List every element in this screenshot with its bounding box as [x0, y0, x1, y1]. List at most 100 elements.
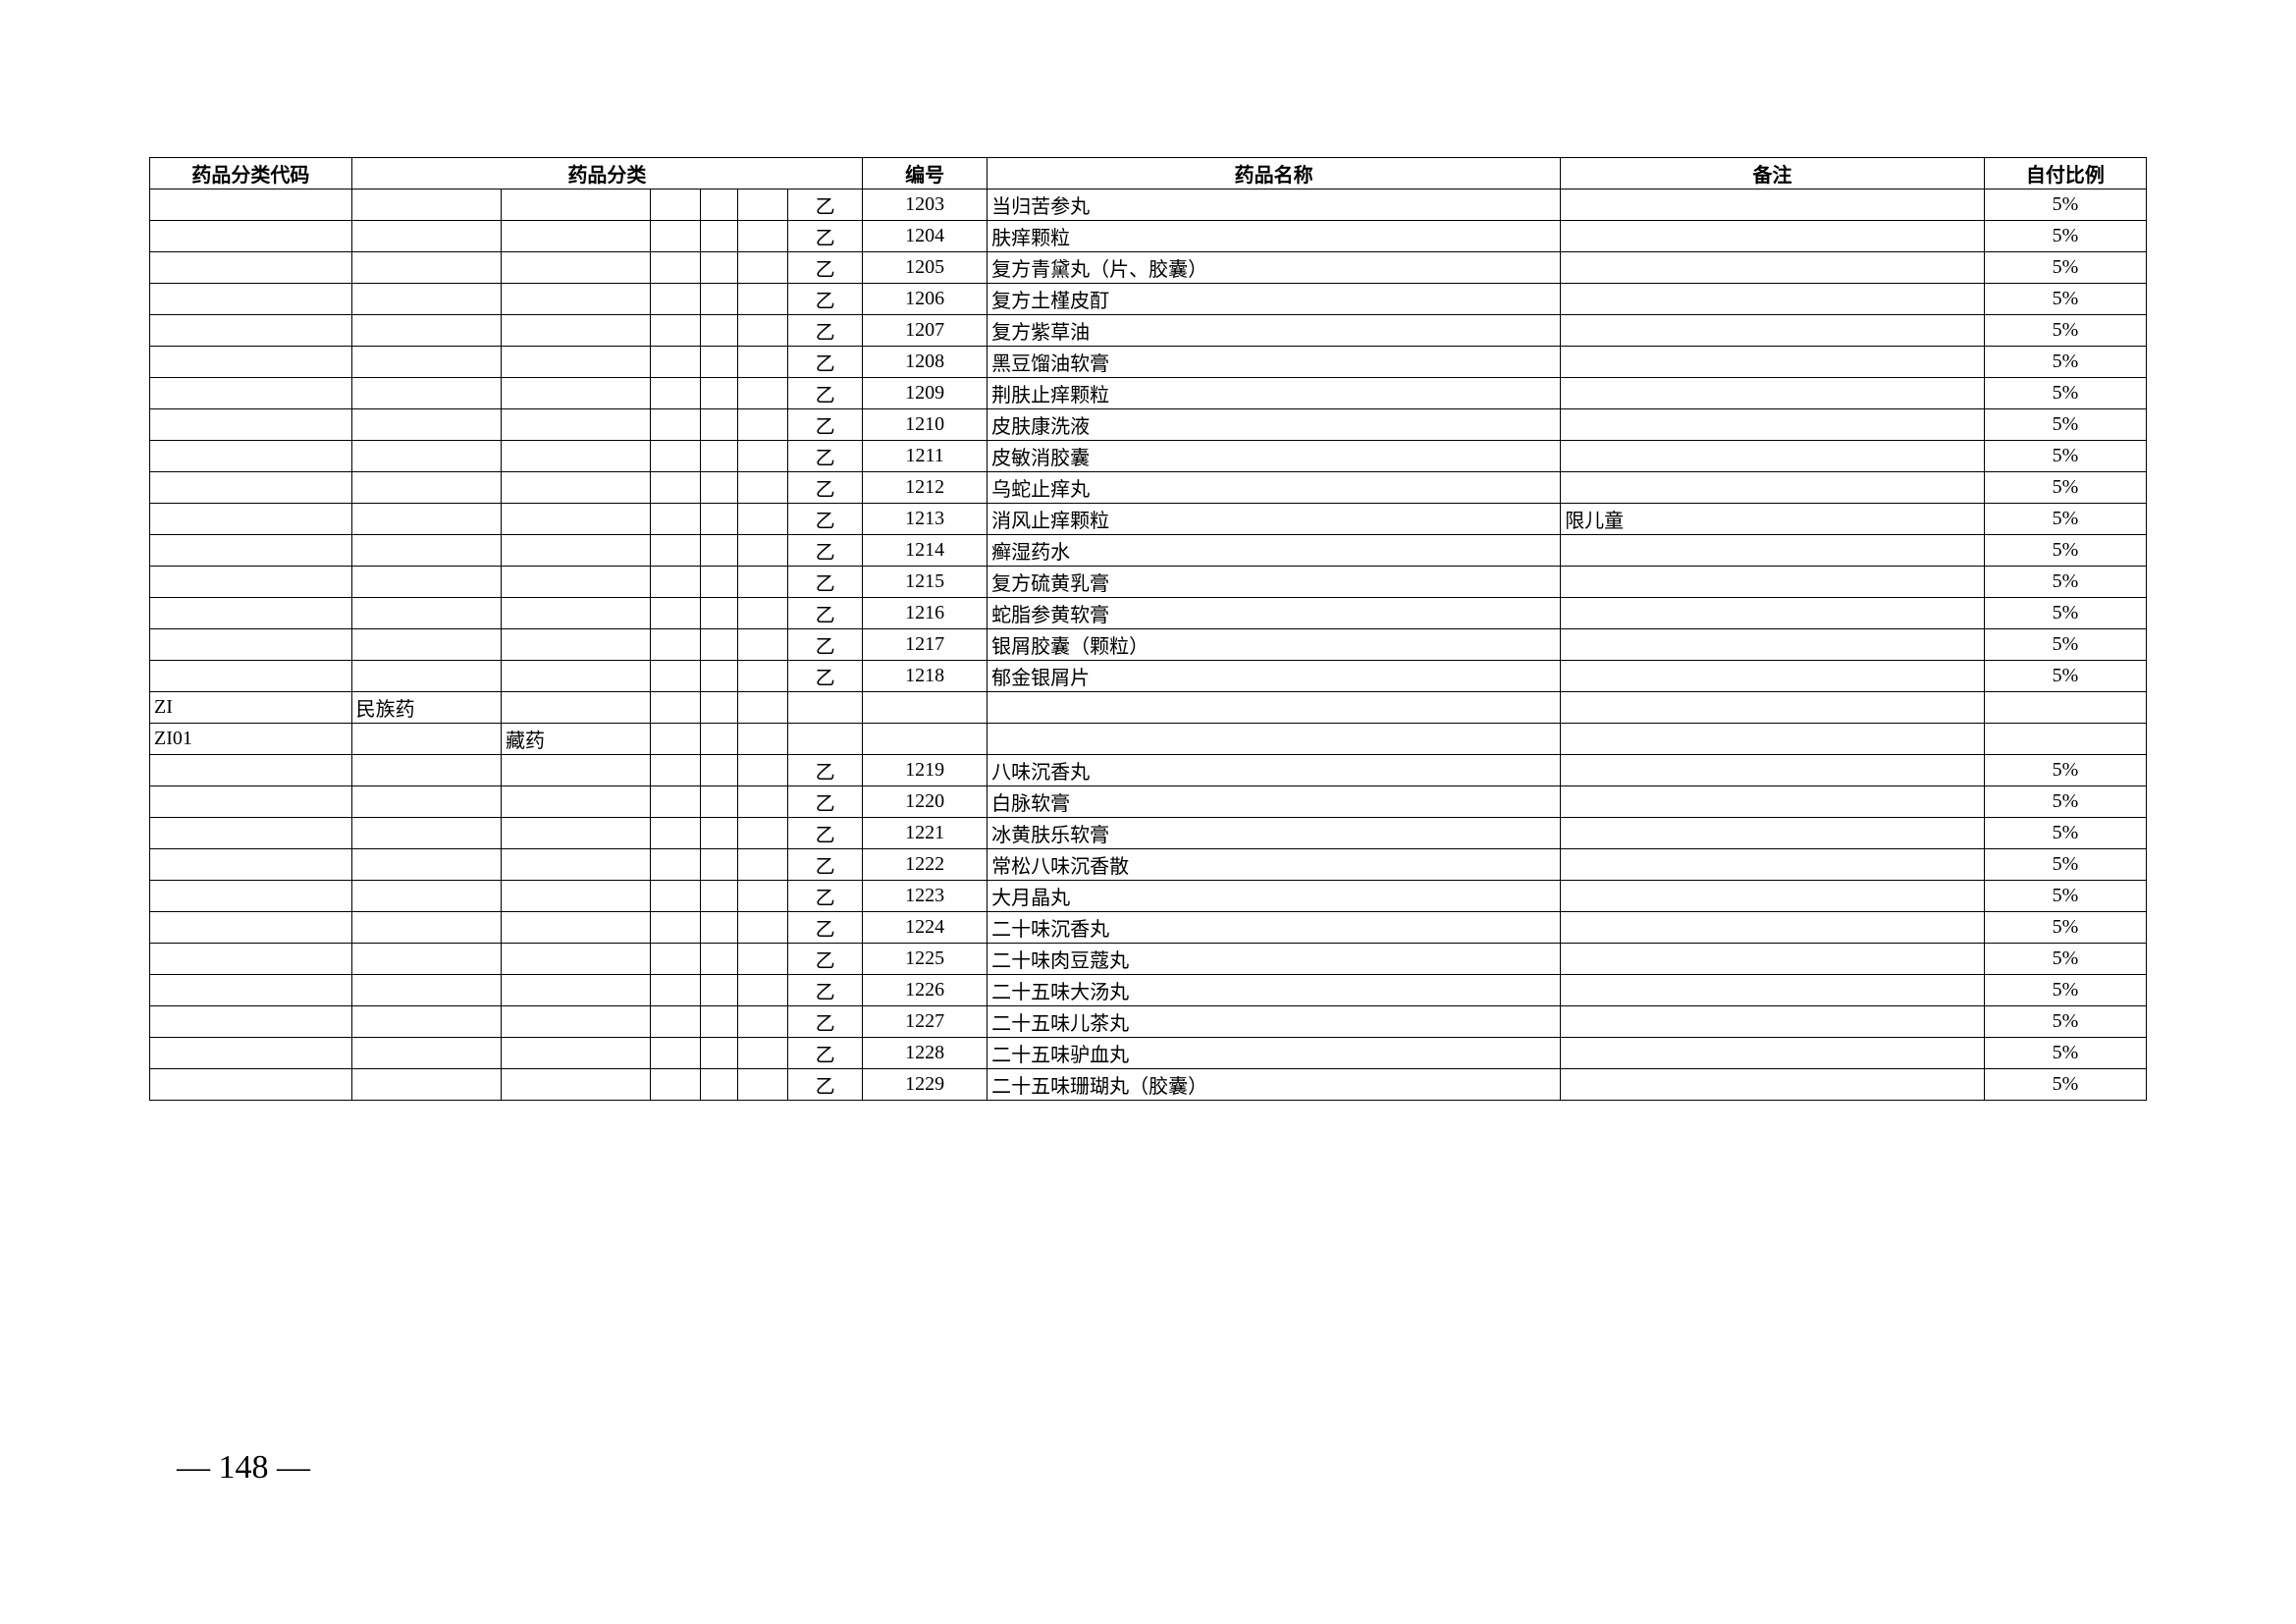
cell-cat4: [701, 567, 738, 598]
cell-cls: 乙: [788, 252, 863, 284]
cell-name: 皮敏消胶囊: [988, 441, 1561, 472]
table-row: 乙1229二十五味珊瑚丸（胶囊）5%: [150, 1069, 2147, 1101]
cell-num: 1218: [863, 661, 988, 692]
cell-cat3: [651, 1006, 701, 1038]
cell-cat2: [502, 598, 651, 629]
cell-ratio: 5%: [1984, 189, 2146, 221]
cell-cat2: [502, 347, 651, 378]
table-row: 乙1219八味沉香丸5%: [150, 755, 2147, 786]
cell-remark: [1561, 378, 1985, 409]
cell-cls: 乙: [788, 441, 863, 472]
cell-remark: [1561, 975, 1985, 1006]
cell-ratio: 5%: [1984, 284, 2146, 315]
cell-cat2: [502, 975, 651, 1006]
cell-cat4: [701, 1038, 738, 1069]
cell-cls: 乙: [788, 284, 863, 315]
cell-cat3: [651, 849, 701, 881]
cell-cat4: [701, 1069, 738, 1101]
cell-cat1: [351, 472, 501, 504]
cell-cat5: [738, 975, 788, 1006]
cell-cat2: [502, 284, 651, 315]
cell-cls: 乙: [788, 1038, 863, 1069]
cell-name: 二十五味驴血丸: [988, 1038, 1561, 1069]
cell-cat1: [351, 315, 501, 347]
cell-num: 1205: [863, 252, 988, 284]
page-number: — 148 —: [177, 1449, 310, 1487]
cell-num: 1228: [863, 1038, 988, 1069]
cell-remark: [1561, 912, 1985, 944]
cell-cat1: [351, 598, 501, 629]
cell-code: [150, 315, 352, 347]
cell-ratio: 5%: [1984, 1006, 2146, 1038]
cell-name: 二十五味珊瑚丸（胶囊）: [988, 1069, 1561, 1101]
cell-cls: 乙: [788, 786, 863, 818]
cell-cls: 乙: [788, 818, 863, 849]
table-row: 乙1218郁金银屑片5%: [150, 661, 2147, 692]
cell-cat5: [738, 786, 788, 818]
cell-cls: 乙: [788, 221, 863, 252]
cell-cat4: [701, 472, 738, 504]
header-code: 药品分类代码: [150, 158, 352, 189]
cell-cat5: [738, 661, 788, 692]
cell-cls: 乙: [788, 504, 863, 535]
cell-num: 1204: [863, 221, 988, 252]
cell-num: 1221: [863, 818, 988, 849]
cell-code: ZI01: [150, 724, 352, 755]
table-row: 乙1212乌蛇止痒丸5%: [150, 472, 2147, 504]
cell-name: 蛇脂参黄软膏: [988, 598, 1561, 629]
drug-table: 药品分类代码 药品分类 编号 药品名称 备注 自付比例 乙1203当归苦参丸5%…: [149, 157, 2147, 1101]
cell-ratio: 5%: [1984, 252, 2146, 284]
cell-cat5: [738, 441, 788, 472]
cell-num: [863, 724, 988, 755]
cell-cat1: [351, 629, 501, 661]
cell-cls: 乙: [788, 755, 863, 786]
table-row: 乙1210皮肤康洗液5%: [150, 409, 2147, 441]
cell-cat1: [351, 567, 501, 598]
table-body: 乙1203当归苦参丸5%乙1204肤痒颗粒5%乙1205复方青黛丸（片、胶囊）5…: [150, 189, 2147, 1101]
table-row: 乙1225二十味肉豆蔻丸5%: [150, 944, 2147, 975]
cell-cat5: [738, 252, 788, 284]
cell-name: 当归苦参丸: [988, 189, 1561, 221]
header-category: 药品分类: [351, 158, 863, 189]
cell-num: 1207: [863, 315, 988, 347]
cell-cat4: [701, 755, 738, 786]
cell-cls: 乙: [788, 598, 863, 629]
cell-ratio: 5%: [1984, 472, 2146, 504]
cell-cat3: [651, 944, 701, 975]
cell-cls: 乙: [788, 849, 863, 881]
cell-cat1: [351, 252, 501, 284]
cell-remark: [1561, 535, 1985, 567]
cell-ratio: 5%: [1984, 881, 2146, 912]
cell-ratio: 5%: [1984, 598, 2146, 629]
cell-cat2: [502, 472, 651, 504]
cell-cat5: [738, 472, 788, 504]
cell-cat4: [701, 347, 738, 378]
cell-ratio: 5%: [1984, 786, 2146, 818]
cell-cat1: [351, 378, 501, 409]
cell-remark: [1561, 598, 1985, 629]
cell-cat2: [502, 567, 651, 598]
cell-code: [150, 252, 352, 284]
cell-cat5: [738, 284, 788, 315]
cell-cat5: [738, 567, 788, 598]
table-row: 乙1224二十味沉香丸5%: [150, 912, 2147, 944]
cell-ratio: [1984, 724, 2146, 755]
table-row: 乙1208黑豆馏油软膏5%: [150, 347, 2147, 378]
table-row: 乙1227二十五味儿茶丸5%: [150, 1006, 2147, 1038]
cell-remark: [1561, 1038, 1985, 1069]
cell-cat3: [651, 284, 701, 315]
cell-cat5: [738, 189, 788, 221]
cell-cat3: [651, 786, 701, 818]
cell-cat5: [738, 944, 788, 975]
table-row: 乙1203当归苦参丸5%: [150, 189, 2147, 221]
cell-cat1: [351, 347, 501, 378]
cell-cat1: [351, 786, 501, 818]
cell-cat5: [738, 315, 788, 347]
cell-code: [150, 818, 352, 849]
cell-cat4: [701, 504, 738, 535]
cell-code: [150, 629, 352, 661]
cell-num: 1225: [863, 944, 988, 975]
cell-cat3: [651, 252, 701, 284]
table-row: 乙1204肤痒颗粒5%: [150, 221, 2147, 252]
header-remark: 备注: [1561, 158, 1985, 189]
